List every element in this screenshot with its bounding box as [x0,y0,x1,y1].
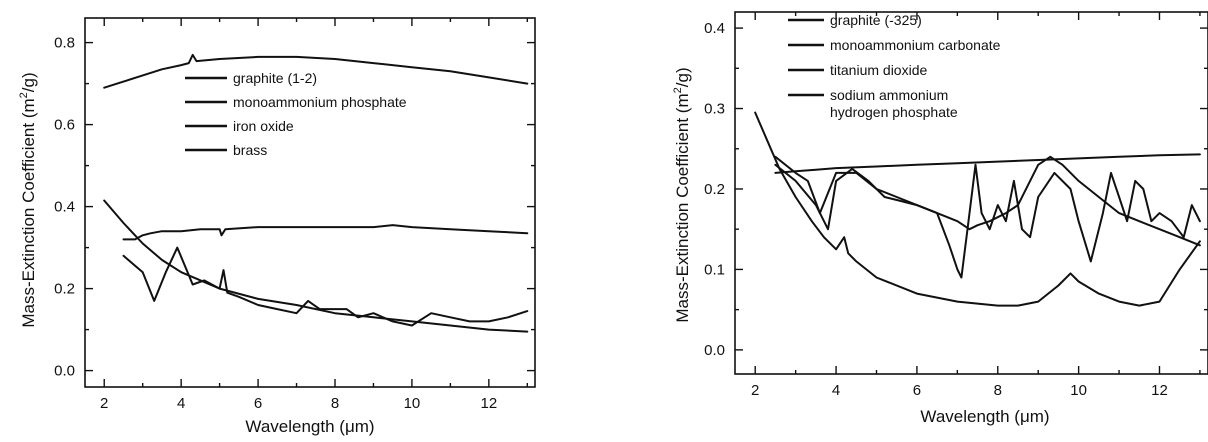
right-x-axis-label: Wavelength (μm) [920,407,1049,426]
left-x-tick-label: 6 [254,395,262,412]
right-y-tick-label: 0.1 [704,261,725,278]
right-y-tick-label: 0.2 [704,181,725,198]
left-series-line-3 [122,246,529,327]
right-x-tick-label: 10 [1070,382,1087,399]
right-legend-label: titanium dioxide [830,62,927,78]
right-series-line-1 [774,153,1201,174]
left-x-tick-label: 10 [404,395,421,412]
right-y-tick-label: 0.0 [704,342,725,359]
right-y-axis-label-sup: 2 [672,87,684,93]
right-series-line-3 [754,111,1201,307]
left-x-tick-label: 12 [481,395,498,412]
left-legend-label: brass [233,142,267,158]
right-series-lines [754,111,1201,307]
right-series-line-2 [774,155,1201,247]
right-x-tick-label: 2 [751,382,759,399]
left-plot-frame [84,17,536,388]
left-x-axis-label: Wavelength (μm) [245,417,374,436]
right-x-tick-label: 6 [913,382,921,399]
left-series-line-1 [103,53,529,89]
right-chart-panel: Wavelength (μm) Mass-Extinction Coeffici… [672,11,1208,426]
left-y-axis-label-end: /g) [19,72,38,92]
right-y-tick-label: 0.3 [704,101,725,118]
right-x-tick-label: 4 [832,382,840,399]
left-y-axis-label-main: Mass-Extinction Coefficient (m [19,98,38,327]
right-plot-frame [734,11,1208,375]
left-legend-label: graphite (1-2) [233,70,317,86]
left-y-tick-label: 0.8 [54,35,75,52]
left-y-tick-label: 0.0 [54,363,75,380]
left-series-line-2 [122,224,529,241]
right-series-line-4 [774,163,1201,279]
left-legend: graphite (1-2) monoammonium phosphate iron… [185,70,407,158]
right-x-tick-label: 8 [994,382,1002,399]
right-x-tick-label: 12 [1151,382,1168,399]
left-y-axis-label-sup: 2 [18,92,30,98]
left-chart-panel: Wavelength (μm) Mass-Extinction Coeffici… [18,17,536,436]
right-y-axis-label: Mass-Extinction Coefficient (m2/g) [672,67,692,322]
right-legend-label: monoammonium carbonate [830,37,1001,53]
right-legend-label: sodium ammonium hydrogen phosphate [830,87,958,120]
left-legend-label: monoammonium phosphate [233,94,407,110]
left-x-tick-label: 2 [100,395,108,412]
left-y-tick-label: 0.6 [54,117,75,134]
right-ticks: 2 4 6 8 10 12 0.0 0.1 0.2 0.3 0.4 [704,12,1208,399]
left-y-tick-label: 0.2 [54,281,75,298]
left-y-axis-label: Mass-Extinction Coefficient (m2/g) [18,72,38,327]
left-series-line-4 [103,199,529,333]
left-x-tick-label: 8 [331,395,339,412]
left-x-tick-label: 4 [177,395,185,412]
left-ticks: 2 4 6 8 10 12 0.0 0.2 0.4 0.6 0.8 [54,18,535,412]
left-y-tick-label: 0.4 [54,199,75,216]
right-legend-label: graphite (-325) [830,12,922,28]
left-series-lines [103,53,529,333]
right-y-tick-label: 0.4 [704,20,725,37]
left-legend-label: iron oxide [233,118,294,134]
right-y-axis-label-end: /g) [673,67,692,87]
right-legend: graphite (-325) monoammonium carbonate tit… [788,12,1001,120]
right-y-axis-label-main: Mass-Extinction Coefficient (m [673,93,692,322]
